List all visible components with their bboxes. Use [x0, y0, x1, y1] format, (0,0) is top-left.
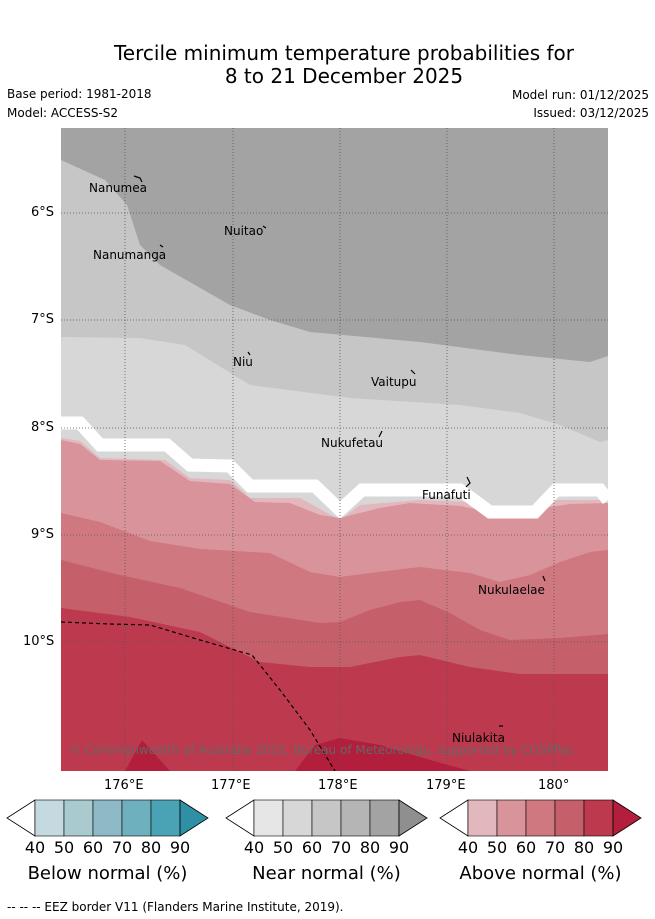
colorbar-tick-label: 90	[388, 838, 410, 857]
lon-label: 180°	[538, 778, 570, 793]
place-label-nanumanga: Nanumanga	[93, 248, 167, 262]
island-shape	[159, 244, 164, 248]
colorbar-segment	[92, 799, 123, 837]
colorbar-segment	[225, 799, 255, 837]
colorbar-tick-label: 70	[330, 838, 352, 857]
place-label-funafuti: Funafuti	[422, 488, 471, 502]
lat-label: 7°S	[31, 312, 55, 327]
lon-label: 176°E	[104, 778, 144, 793]
eez-footnote: -- -- -- EEZ border V11 (Flanders Marine…	[7, 900, 344, 914]
island-shape	[247, 351, 251, 356]
colorbar-tick-label: 70	[544, 838, 566, 857]
colorbar-segment	[525, 799, 556, 837]
colorbars	[6, 799, 642, 837]
colorbar-segment	[467, 799, 498, 837]
above-90-patch	[125, 740, 170, 771]
colorbar-segment	[496, 799, 527, 837]
colorbar-segment	[311, 799, 342, 837]
eez-border	[61, 621, 336, 771]
colorbar-segment	[612, 799, 642, 837]
place-label-nukulaelae: Nukulaelae	[478, 583, 545, 597]
colorbar-segment	[369, 799, 400, 837]
colorbar-tick-label: 80	[573, 838, 595, 857]
colorbar-tick-label: 40	[24, 838, 46, 857]
island-shape	[378, 430, 383, 438]
colorbar-tick-label: 60	[515, 838, 537, 857]
above-90-patch	[295, 738, 470, 771]
model-run: Model run: 01/12/2025	[511, 88, 649, 102]
colorbar-segment	[150, 799, 181, 837]
lon-label: 178°E	[318, 778, 358, 793]
lon-label: 179°E	[426, 778, 466, 793]
copyright-note: © Commonwealth of Australia 2025, Bureau…	[69, 743, 575, 757]
colorbar-tick-label: 80	[140, 838, 162, 857]
colorbar-segment	[6, 799, 36, 837]
above-80-90-region	[61, 608, 608, 771]
island-outlines	[133, 175, 546, 727]
place-label-nuitao: Nuitao	[224, 224, 264, 238]
colorbar-tick-label: 90	[602, 838, 624, 857]
colorbar-segment	[398, 799, 428, 837]
lat-label: 8°S	[31, 420, 55, 435]
colorbar-segment	[583, 799, 614, 837]
model-name: Model: ACCESS-S2	[7, 106, 119, 120]
place-label-nanumea: Nanumea	[89, 181, 147, 195]
colorbar-segment	[282, 799, 313, 837]
no-dominant-tercile-band	[61, 416, 608, 519]
lat-label: 6°S	[31, 205, 55, 220]
island-shape	[410, 369, 416, 375]
island-shape	[262, 225, 267, 229]
colorbar-tick-label: 50	[486, 838, 508, 857]
island-shape	[465, 476, 471, 488]
issued-date: Issued: 03/12/2025	[533, 106, 649, 120]
island-shape	[133, 175, 143, 183]
colorbar-below-normal	[6, 799, 209, 837]
colorbar-tick-label: 80	[359, 838, 381, 857]
colorbar-segment	[253, 799, 284, 837]
island-shape	[542, 575, 546, 582]
base-period: Base period: 1981-2018	[7, 87, 152, 101]
place-label-niu: Niu	[233, 355, 253, 369]
colorbar-tick-label: 40	[243, 838, 265, 857]
place-label-niulakita: Niulakita	[452, 731, 505, 745]
colorbar-above-normal	[439, 799, 642, 837]
colorbar-near-title: Near normal (%)	[252, 863, 401, 884]
colorbar-tick-label: 90	[169, 838, 191, 857]
colorbar-tick-label: 40	[457, 838, 479, 857]
map-title-line2: 8 to 21 December 2025	[224, 64, 464, 88]
colorbar-tick-label: 60	[82, 838, 104, 857]
graticule	[61, 128, 608, 771]
colorbar-segment	[554, 799, 585, 837]
colorbar-tick-label: 70	[111, 838, 133, 857]
colorbar-segment	[439, 799, 469, 837]
lon-label: 177°E	[211, 778, 251, 793]
colorbar-above-title: Above normal (%)	[459, 863, 622, 884]
colorbar-tick-label: 50	[53, 838, 75, 857]
place-label-vaitupu: Vaitupu	[371, 375, 417, 389]
colorbar-below-title: Below normal (%)	[27, 863, 188, 884]
colorbar-segment	[63, 799, 94, 837]
place-label-nukufetau: Nukufetau	[321, 436, 384, 450]
colorbar-tick-label: 50	[272, 838, 294, 857]
probability-shading	[61, 128, 608, 771]
colorbar-segment	[34, 799, 65, 837]
colorbar-near-normal	[225, 799, 428, 837]
lat-label: 10°S	[23, 634, 55, 649]
colorbar-segment	[121, 799, 152, 837]
colorbar-segment	[340, 799, 371, 837]
lat-label: 9°S	[31, 527, 55, 542]
colorbar-segment	[179, 799, 209, 837]
colorbar-tick-label: 60	[301, 838, 323, 857]
map-title-line1: Tercile minimum temperature probabilitie…	[113, 41, 575, 65]
